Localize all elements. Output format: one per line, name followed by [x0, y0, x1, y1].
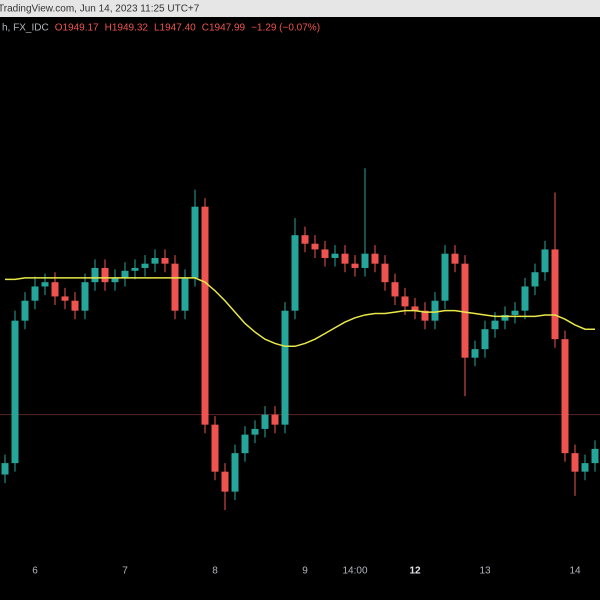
candle-body: [291, 235, 299, 311]
candle-body: [331, 253, 339, 258]
candle-body: [241, 434, 249, 454]
candle-body: [141, 263, 149, 268]
candle-body: [41, 282, 49, 287]
header-text: TradingView.com, Jun 14, 2023 11:25 UTC+…: [0, 4, 200, 15]
candle-body: [421, 310, 429, 321]
candle-body: [441, 253, 449, 301]
candle-body: [301, 235, 309, 244]
candle-body: [351, 263, 359, 268]
candle-body: [61, 296, 69, 301]
legend-value: L1947.40: [154, 23, 196, 34]
x-tick-label: 13: [479, 566, 491, 577]
candle-body: [81, 282, 89, 311]
candle-body: [51, 282, 59, 297]
candle-body: [361, 253, 369, 268]
legend-symbol: h, FX_IDC: [2, 23, 49, 34]
candle-body: [371, 253, 379, 264]
candle-body: [191, 206, 199, 278]
candle-body: [281, 310, 289, 425]
candle-body: [11, 320, 19, 464]
candle-body: [251, 428, 259, 435]
plot-area: [0, 168, 600, 511]
candle-body: [461, 263, 469, 358]
candle-body: [131, 267, 139, 271]
candle-body: [401, 296, 409, 307]
candle-body: [321, 249, 329, 258]
candle-body: [161, 257, 169, 264]
candle-body: [431, 300, 439, 321]
candle-body: [341, 253, 349, 264]
candle-body: [101, 267, 109, 283]
candle-body: [521, 286, 529, 311]
candle-body: [151, 257, 159, 264]
candle-body: [71, 300, 79, 311]
legend-value: O1949.17: [55, 23, 99, 34]
candle-body: [591, 448, 599, 464]
candle-body: [481, 329, 489, 350]
candle-body: [211, 424, 219, 472]
candle-body: [231, 453, 239, 492]
candle-body: [21, 300, 29, 321]
candle-body: [1, 463, 9, 475]
x-tick-label: 9: [302, 566, 308, 577]
candle-body: [201, 206, 209, 425]
header-bar: [0, 0, 600, 17]
candle-body: [111, 277, 119, 283]
candle-body: [511, 310, 519, 315]
legend: h, FX_IDC O1949.17 H1949.32 L1947.40 C1947.9…: [2, 23, 320, 34]
candle-body: [501, 314, 509, 321]
moving-average: [5, 277, 595, 348]
candle-body: [311, 243, 319, 250]
candle-body: [31, 286, 39, 301]
candle-body: [271, 414, 279, 425]
x-tick-label: 7: [122, 566, 128, 577]
candle-body: [551, 249, 559, 340]
candle-body: [571, 453, 579, 472]
candle-body: [261, 414, 269, 429]
x-tick-label: 14: [569, 566, 581, 577]
x-tick-label: 12: [409, 566, 421, 577]
legend-value: C1947.99: [202, 23, 246, 34]
x-tick-label: 14:00: [342, 566, 367, 577]
candle-body: [381, 263, 389, 283]
x-tick-label: 8: [212, 566, 218, 577]
x-axis: 6 7 8 9 14:00 12 13 14: [32, 566, 581, 577]
candle-body: [491, 320, 499, 330]
legend-value: −1.29 (−0.07%): [251, 23, 320, 34]
candle-body: [471, 349, 479, 358]
x-tick-label: 6: [32, 566, 38, 577]
candle-body: [91, 267, 99, 283]
candle-body: [121, 270, 129, 278]
candle-body: [391, 282, 399, 297]
candle-body: [171, 263, 179, 311]
legend-value: H1949.32: [105, 23, 149, 34]
candle-body: [531, 272, 539, 287]
candle-body: [181, 277, 189, 311]
candle-body: [541, 249, 549, 273]
candle-body: [451, 253, 459, 264]
candle-body: [221, 471, 229, 492]
candle-body: [561, 339, 569, 454]
candle-body: [411, 306, 419, 311]
candle-body: [581, 463, 589, 472]
